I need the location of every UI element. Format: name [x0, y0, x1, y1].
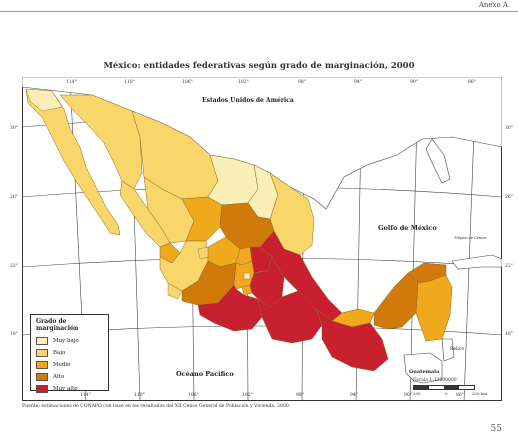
map-title: México: entidades federativas según grad… [103, 61, 415, 71]
florida [425, 138, 451, 184]
lon-label-top-114: 114° [66, 80, 77, 85]
source-note: Fuente: estimaciones de CONAPO con base … [22, 404, 291, 409]
legend-item-high: Alto [36, 372, 103, 382]
colima [167, 282, 183, 300]
annex-label: Anexo A [478, 1, 508, 9]
campeche [373, 272, 419, 330]
lon-label-top-86: 86° [468, 80, 476, 85]
lon-label-bottom-90: 90° [404, 393, 412, 398]
header-rule [0, 11, 518, 12]
zacatecas [181, 196, 223, 242]
label-belize: Belice [450, 347, 465, 352]
lon-label-top-102: 102° [238, 80, 249, 85]
scale-bar: Escala 1:13000000 200 0 200 km [413, 378, 493, 398]
label-pacific: Océano Pacífico [176, 370, 234, 378]
guatemala-landmass [403, 352, 443, 384]
lon-label-bottom-106: 106° [188, 393, 199, 398]
belize-landmass [441, 338, 455, 362]
mexico-map [22, 77, 502, 401]
legend-label: Alto [53, 374, 65, 380]
lon-label-bottom-94: 94° [350, 393, 358, 398]
legend-label: Muy alto [53, 386, 78, 392]
label-guatemala: Guatemala [409, 369, 440, 375]
lon-label-top-94: 94° [354, 80, 362, 85]
lon-label-bottom-86: 86° [456, 393, 464, 398]
lon-label-top-110: 110° [124, 80, 135, 85]
legend-title: Grado de marginación [36, 318, 79, 332]
label-tropic-of-cancer: Trópico de Cáncer [454, 236, 487, 240]
lon-label-bottom-114: 114° [80, 393, 91, 398]
lat-label-right-26: 26° [505, 195, 513, 200]
lon-label-bottom-110: 110° [134, 393, 145, 398]
legend-item-very-low: Muy bajo [36, 336, 103, 346]
legend-swatch [36, 349, 48, 357]
lat-label-left-30: 30° [10, 126, 18, 131]
scale-tick: 200 [413, 391, 421, 396]
lat-label-right-22: 22° [505, 264, 513, 269]
page-number: 55 [490, 424, 502, 434]
legend-label: Muy bajo [53, 338, 79, 344]
legend-item-very-high: Muy alto [36, 384, 103, 394]
baja-california [25, 88, 121, 236]
legend: Grado de marginación Muy bajo Bajo Medio… [30, 314, 109, 394]
baja-north-very-low [25, 88, 63, 112]
legend-swatch [36, 385, 48, 393]
lon-label-top-98: 98° [298, 80, 306, 85]
lat-label-right-30: 30° [505, 126, 513, 131]
legend-swatch [36, 373, 48, 381]
lat-label-left-18: 18° [10, 332, 18, 337]
legend-swatch [36, 361, 48, 369]
label-gulf: Golfo de México [378, 224, 437, 232]
lat-label-left-22: 22° [10, 264, 18, 269]
label-usa: Estados Unidos de América [202, 97, 294, 104]
lon-label-bottom-98: 98° [296, 393, 304, 398]
scale-tick: 0 [444, 391, 448, 396]
cuba [451, 254, 502, 270]
scale-ticks: 200 0 200 km [413, 391, 487, 396]
scale-graphic [413, 385, 475, 390]
quintana-roo [415, 274, 453, 342]
chiapas [315, 308, 389, 372]
lon-label-top-106: 106° [182, 80, 193, 85]
lon-label-top-90: 90° [410, 80, 418, 85]
legend-item-medium: Medio [36, 360, 103, 370]
legend-item-low: Bajo [36, 348, 103, 358]
distrito-federal [243, 272, 251, 280]
lon-label-bottom-102: 102° [242, 393, 253, 398]
lat-label-right-18: 18° [505, 332, 513, 337]
legend-label: Medio [53, 362, 71, 368]
lat-label-left-26: 26° [10, 195, 18, 200]
legend-label: Bajo [53, 350, 66, 356]
legend-swatch [36, 337, 48, 345]
scale-tick: 200 km [471, 391, 487, 396]
scale-title: Escala 1:13000000 [413, 378, 457, 383]
